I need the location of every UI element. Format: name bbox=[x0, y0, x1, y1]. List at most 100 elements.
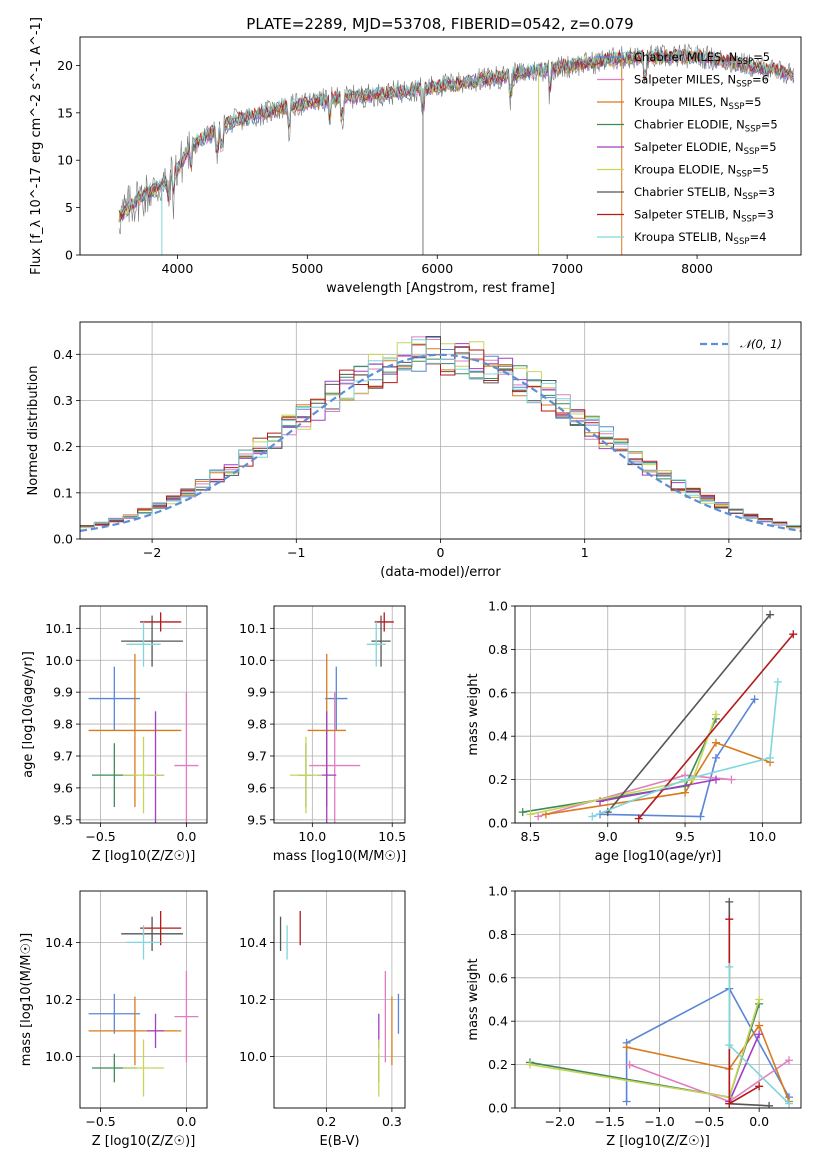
mass-weight-line bbox=[599, 698, 756, 818]
x-axis-label: Z [log10(Z/Z☉)] bbox=[92, 849, 196, 864]
y-tick-label: 0.4 bbox=[53, 347, 73, 362]
mass-weight-series bbox=[588, 677, 782, 821]
fit-errorbar bbox=[371, 615, 391, 667]
y-tick-label: 5 bbox=[65, 200, 73, 215]
y-tick-label: 9.8 bbox=[53, 717, 73, 732]
y-axis-label: mass weight bbox=[466, 958, 481, 1040]
x-tick-label: 1 bbox=[581, 545, 589, 560]
x-axis-label: E(B-V) bbox=[319, 1134, 359, 1149]
mass-weight-point bbox=[785, 1099, 794, 1108]
axes-frame bbox=[514, 605, 802, 824]
y-tick-label: 9.6 bbox=[247, 780, 267, 795]
legend-entry: Kroupa MILES, NSSP=5 bbox=[634, 95, 761, 112]
mass-weight-point bbox=[534, 812, 543, 821]
y-tick-label: 0.1 bbox=[53, 485, 73, 500]
fit-errorbar bbox=[122, 1039, 165, 1097]
fit-errorbar bbox=[325, 666, 348, 731]
x-tick-label: 0.3 bbox=[382, 1114, 402, 1129]
mass-weight-point bbox=[755, 1021, 764, 1030]
x-tick-label: −0.5 bbox=[85, 1114, 115, 1129]
legend-entry: Kroupa ELODIE, NSSP=5 bbox=[634, 163, 769, 180]
x-tick-label: −0.5 bbox=[85, 829, 115, 844]
x-axis-label: mass [log10(M/M☉)] bbox=[273, 849, 406, 864]
mass-weight-line bbox=[529, 999, 760, 1099]
x-tick-label: −0.5 bbox=[694, 1114, 724, 1129]
mass-weight-point bbox=[711, 710, 720, 719]
y-tick-label: 0.2 bbox=[53, 439, 73, 454]
y-tick-label: 10.0 bbox=[45, 1049, 73, 1064]
y-tick-label: 0.8 bbox=[488, 642, 508, 657]
y-axis-label: age [log10(age/yr)] bbox=[21, 651, 36, 778]
y-tick-label: 10.0 bbox=[239, 653, 267, 668]
mass-weight-series bbox=[518, 714, 720, 817]
spectrum-panel: 4000 5000 6000 7000 8000 0 5 10 15 20 wavelength [… bbox=[29, 17, 802, 296]
mass-weight-vs-age-panel: 8.5 9.0 9.5 10.0 0.0 0.2 0.4 0.6 0.8 1.0 age [log1… bbox=[466, 599, 802, 864]
x-axis-label: wavelength [Angstrom, rest frame] bbox=[326, 281, 555, 296]
fit-errorbar bbox=[174, 692, 199, 823]
y-tick-label: 20 bbox=[57, 58, 73, 73]
x-tick-label: 4000 bbox=[162, 261, 194, 276]
x-tick-label: 9.5 bbox=[675, 829, 695, 844]
fit-errorbar bbox=[366, 621, 386, 667]
mass-weight-line bbox=[592, 681, 779, 818]
x-tick-label: 0.2 bbox=[316, 1114, 336, 1129]
x-tick-label: 8000 bbox=[681, 261, 713, 276]
plot-area bbox=[80, 336, 801, 532]
y-tick-label: 1.0 bbox=[488, 884, 508, 899]
x-tick-label: 5000 bbox=[291, 261, 323, 276]
mass-weight-point bbox=[634, 814, 643, 823]
mass-weight-point bbox=[725, 897, 734, 906]
y-tick-label: 10.1 bbox=[45, 621, 73, 636]
mass-weight-point bbox=[526, 810, 535, 819]
x-tick-label: 9.0 bbox=[598, 829, 618, 844]
plot-area bbox=[518, 610, 798, 823]
mass-weight-line bbox=[626, 1023, 790, 1102]
mass-weight-series bbox=[725, 897, 774, 1108]
plot-area bbox=[525, 897, 794, 1108]
y-tick-label: 9.7 bbox=[53, 748, 73, 763]
legend-entry: Chabrier MILES, NSSP=5 bbox=[634, 50, 770, 67]
y-tick-label: 0.0 bbox=[488, 1101, 508, 1116]
mass-weight-point bbox=[725, 962, 734, 971]
y-tick-label: 9.5 bbox=[53, 812, 73, 827]
y-axis-label: mass [log10(M/M☉)] bbox=[19, 933, 34, 1066]
fit-errorbar bbox=[122, 736, 165, 814]
residual-histogram bbox=[80, 339, 801, 528]
fit-errorbar bbox=[88, 996, 182, 1066]
spectrum-legend: Chabrier MILES, NSSP=5 Salpeter MILES, NS… bbox=[597, 50, 778, 247]
mass-weight-point bbox=[681, 775, 690, 784]
x-tick-label: 0.0 bbox=[176, 1114, 196, 1129]
y-tick-label: 10.0 bbox=[239, 1049, 267, 1064]
y-tick-label: 10.4 bbox=[239, 935, 267, 950]
y-tick-label: 0.6 bbox=[488, 685, 508, 700]
y-tick-label: 10.1 bbox=[239, 621, 267, 636]
y-tick-label: 0.3 bbox=[53, 393, 73, 408]
y-axis-label: Normed distribution bbox=[26, 366, 41, 496]
x-tick-label: −1.5 bbox=[594, 1114, 624, 1129]
y-axis-label: Flux [f_λ 10^-17 erg cm^-2 s^-1 A^-1] bbox=[29, 17, 44, 275]
fit-errorbar bbox=[309, 692, 361, 823]
x-tick-label: −2 bbox=[143, 545, 161, 560]
axes-frame bbox=[273, 605, 406, 824]
mass-weight-series bbox=[725, 962, 794, 1108]
x-tick-label: 0.0 bbox=[749, 1114, 769, 1129]
y-tick-label: 10 bbox=[57, 153, 73, 168]
y-tick-label: 0.6 bbox=[488, 970, 508, 985]
axes-frame bbox=[79, 36, 802, 256]
x-tick-label: 0 bbox=[437, 545, 445, 560]
y-tick-label: 9.9 bbox=[53, 685, 73, 700]
y-tick-label: 9.6 bbox=[53, 780, 73, 795]
x-tick-label: 10.0 bbox=[298, 829, 326, 844]
legend-entry: Salpeter MILES, NSSP=6 bbox=[634, 73, 769, 90]
y-tick-label: 9.8 bbox=[247, 717, 267, 732]
y-tick-label: 0 bbox=[65, 248, 73, 263]
x-tick-label: 10.0 bbox=[748, 829, 776, 844]
mass-vs-ebv-panel: 0.2 0.3 10.0 10.2 10.4 E(B-V) bbox=[239, 890, 406, 1149]
mass-vs-metallicity-panel: −0.5 0.0 10.0 10.2 10.4 Z [log10(Z/Z☉)] mass [… bbox=[19, 890, 208, 1149]
fit-errorbar bbox=[88, 653, 182, 808]
mass-weight-point bbox=[755, 995, 764, 1004]
mass-weight-point bbox=[696, 812, 705, 821]
mass-weight-point bbox=[588, 812, 597, 821]
fit-errorbar bbox=[88, 666, 141, 731]
